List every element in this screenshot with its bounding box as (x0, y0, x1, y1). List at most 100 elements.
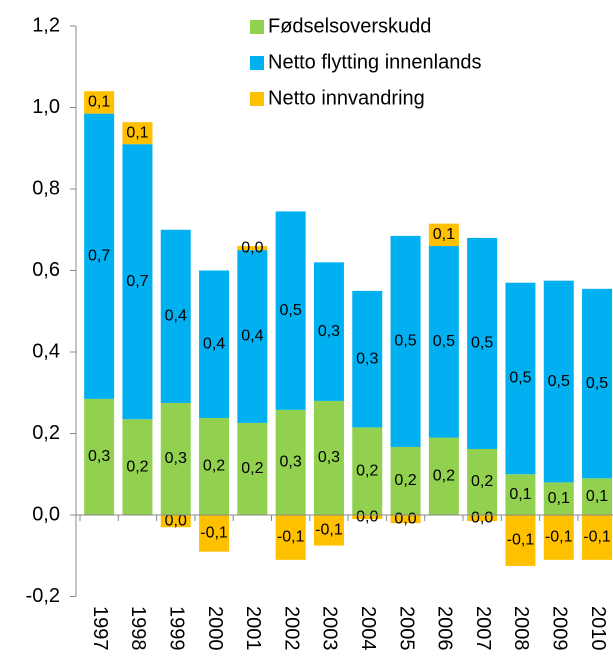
bar-segment (582, 478, 613, 515)
bar-segment (428, 437, 459, 515)
data-label: 0,3 (318, 323, 340, 340)
legend-swatch (250, 20, 264, 34)
x-tick-label: 2004 (357, 606, 379, 651)
data-label: 0,2 (126, 458, 148, 475)
bar-segment (352, 515, 383, 520)
y-tick-label: 0,8 (32, 177, 60, 199)
y-tick-label: 1,2 (32, 14, 60, 36)
data-label: 0,2 (471, 473, 493, 490)
bar-segment (313, 515, 344, 546)
bar-segment (390, 235, 421, 447)
legend-swatch (250, 92, 264, 106)
data-label: 0,2 (203, 458, 225, 475)
bar-segment (428, 246, 459, 438)
x-tick-label: 2007 (472, 606, 494, 651)
y-tick-label: 0,2 (32, 422, 60, 444)
data-label: -0,1 (545, 529, 573, 546)
bar-segment (428, 223, 459, 247)
data-label: 0,0 (165, 512, 187, 529)
bar-segment (352, 290, 383, 428)
data-label: 0,7 (88, 247, 110, 264)
x-tick-label: 2002 (280, 606, 302, 651)
bar-segment (505, 515, 536, 566)
data-label: 0,5 (548, 373, 570, 390)
bar-segment (390, 446, 421, 515)
bar-segment (582, 288, 613, 479)
y-tick-label: 0,4 (32, 340, 60, 362)
data-label: 0,5 (433, 333, 455, 350)
x-tick-label: 1999 (165, 606, 187, 651)
bar-segment (237, 246, 268, 251)
bar-segment (467, 448, 498, 515)
x-tick-label: 2006 (434, 606, 456, 651)
data-label: 0,2 (241, 460, 263, 477)
data-label: 0,1 (509, 486, 531, 503)
data-label: 0,1 (433, 226, 455, 243)
bar-segment (543, 280, 574, 483)
data-label: 0,0 (394, 510, 416, 527)
bar-segment (122, 144, 153, 420)
legend-label: Netto innvandring (268, 87, 425, 109)
bar-segment (160, 402, 191, 515)
bar-segment (237, 250, 268, 423)
bar-segment (84, 91, 115, 114)
data-label: 0,2 (394, 472, 416, 489)
bar-segment (313, 262, 344, 401)
data-label: -0,1 (507, 532, 535, 549)
bar-segment (467, 515, 498, 522)
x-tick-label: 2010 (587, 606, 609, 651)
data-label: 0,5 (509, 370, 531, 387)
data-label: 0,7 (126, 273, 148, 290)
y-tick-label: -0,2 (26, 585, 60, 607)
data-label: 0,3 (356, 350, 378, 367)
legend-label: Netto flytting innenlands (268, 51, 481, 73)
x-tick-label: 2001 (242, 606, 264, 651)
data-label: 0,1 (126, 124, 148, 141)
bar-segment (505, 474, 536, 515)
bar-segment (84, 113, 115, 399)
bar-segment (199, 418, 230, 515)
data-label: 0,0 (471, 509, 493, 526)
data-label: 0,0 (356, 508, 378, 525)
bar-segment (160, 515, 191, 528)
legend-swatch (250, 56, 264, 70)
data-label: 0,4 (241, 328, 263, 345)
bar-segment (122, 419, 153, 515)
x-tick-label: 2003 (319, 606, 341, 651)
bar-segment (543, 515, 574, 560)
bar-segment (160, 229, 191, 403)
bar-segment (582, 515, 613, 560)
data-label: 0,5 (586, 375, 608, 392)
data-label: -0,1 (277, 529, 305, 546)
data-label: 0,3 (165, 450, 187, 467)
data-label: 0,3 (280, 454, 302, 471)
data-label: -0,1 (200, 525, 228, 542)
data-label: 0,5 (280, 302, 302, 319)
x-tick-label: 2000 (204, 606, 226, 651)
bar-segment (122, 122, 153, 145)
bar-segment (313, 400, 344, 515)
data-label: 0,4 (165, 308, 187, 325)
bar-segment (275, 211, 306, 410)
data-label: -0,1 (583, 529, 611, 546)
data-label: 0,3 (318, 449, 340, 466)
y-tick-label: 0,6 (32, 259, 60, 281)
bar-segment (275, 409, 306, 515)
bar-segment (275, 515, 306, 560)
bar-segment (199, 270, 230, 419)
data-label: 0,1 (88, 94, 110, 111)
data-label: 0,2 (356, 462, 378, 479)
data-label: 0,1 (586, 488, 608, 505)
data-label: 0,0 (241, 239, 263, 256)
x-tick-label: 2008 (510, 606, 532, 651)
data-label: 0,4 (203, 335, 225, 352)
bar-segment (467, 237, 498, 449)
y-tick-label: 0,0 (32, 503, 60, 525)
x-tick-label: 1997 (89, 606, 111, 651)
bar-segment (505, 282, 536, 475)
x-tick-label: 2005 (395, 606, 417, 651)
data-label: 0,3 (88, 448, 110, 465)
bar-segment (352, 427, 383, 515)
bar-segment (199, 515, 230, 552)
data-label: -0,1 (315, 522, 343, 539)
